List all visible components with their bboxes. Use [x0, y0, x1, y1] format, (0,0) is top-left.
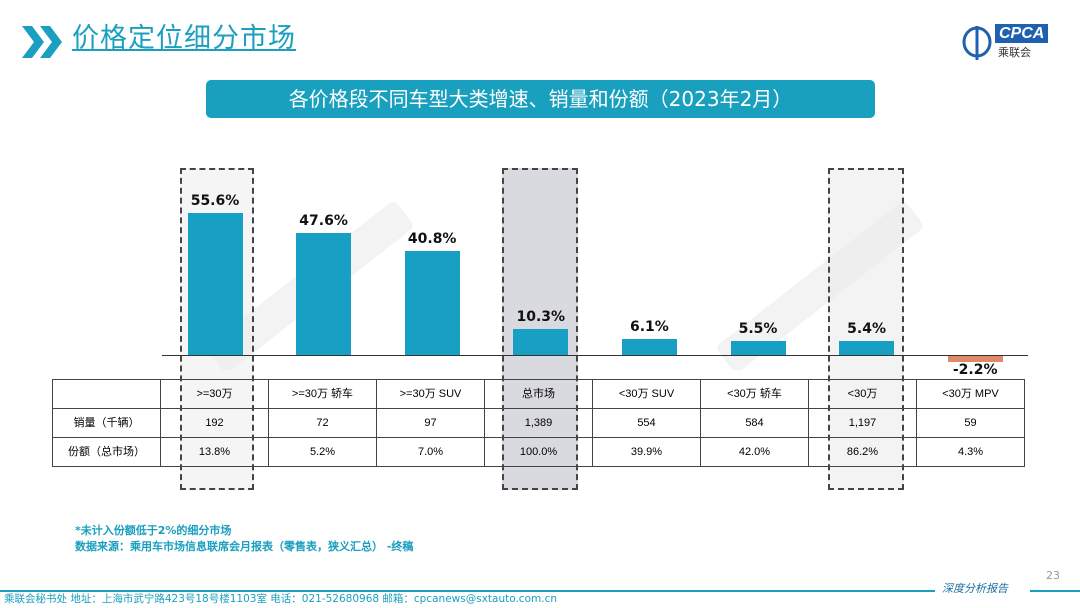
bar — [730, 340, 786, 355]
footer-address: 乘联会秘书处 地址：上海市武宁路423号18号楼1103室 电话：021-526… — [4, 593, 558, 605]
bar — [187, 212, 243, 355]
table-header: >=30万 — [160, 379, 269, 409]
table-cell: 59 — [916, 408, 1025, 438]
table-header: >=30万 SUV — [376, 379, 485, 409]
table-header: <30万 SUV — [592, 379, 701, 409]
bar — [404, 250, 460, 355]
data-table: >=30万 >=30万 轿车 >=30万 SUV 总市场 <30万 SUV <3… — [52, 379, 1025, 467]
data-source: 数据来源：乘用车市场信息联席会月报表（零售表，狭义汇总） -终稿 — [75, 540, 414, 553]
table-row: 销量（千辆） 192 72 97 1,389 554 584 1,197 59 — [52, 408, 1025, 438]
table-cell: 584 — [700, 408, 809, 438]
table-header: <30万 轿车 — [700, 379, 809, 409]
table-cell: 13.8% — [160, 437, 269, 467]
row-label: 销量（千辆） — [52, 408, 161, 438]
chart-banner-title: 各价格段不同车型大类增速、销量和份额（2023年2月） — [206, 80, 875, 118]
table-cell: 1,389 — [484, 408, 593, 438]
footer-divider — [0, 590, 935, 592]
table-cell: 1,197 — [808, 408, 917, 438]
table-cell: 192 — [160, 408, 269, 438]
logo-emblem-icon — [962, 26, 992, 60]
table-header: 总市场 — [484, 379, 593, 409]
table-cell: 86.2% — [808, 437, 917, 467]
data-label: -2.2% — [952, 362, 998, 378]
table-cell: 97 — [376, 408, 485, 438]
table-row: 份额（总市场） 13.8% 5.2% 7.0% 100.0% 39.9% 42.… — [52, 437, 1025, 467]
table-cell: 554 — [592, 408, 701, 438]
zero-axis — [162, 355, 1028, 356]
table-header: <30万 MPV — [916, 379, 1025, 409]
data-label: 10.3% — [516, 308, 566, 325]
bar — [296, 233, 352, 355]
page-title: 价格定位细分市场 — [72, 23, 296, 54]
footer-tagline: 深度分析报告 — [942, 582, 1008, 595]
bar — [513, 328, 569, 355]
chevron-icon — [22, 26, 62, 58]
cpca-logo: CPCA 乘联会 — [960, 22, 1060, 62]
footnote: *未计入份额低于2%的细分市场 — [75, 524, 232, 537]
data-label: 5.5% — [738, 320, 778, 337]
table-cell: 5.2% — [268, 437, 377, 467]
table-header-row: >=30万 >=30万 轿车 >=30万 SUV 总市场 <30万 SUV <3… — [52, 379, 1025, 409]
watermark — [717, 202, 923, 370]
page-number: 23 — [1046, 569, 1060, 582]
table-header: <30万 — [808, 379, 917, 409]
table-cell: 72 — [268, 408, 377, 438]
table-cell: 100.0% — [484, 437, 593, 467]
data-label: 5.4% — [847, 321, 886, 338]
data-label: 55.6% — [190, 192, 240, 209]
footer-divider — [1030, 590, 1080, 592]
row-label: 份额（总市场） — [52, 437, 161, 467]
table-cell: 4.3% — [916, 437, 1025, 467]
table-cell: 42.0% — [700, 437, 809, 467]
data-label: 40.8% — [407, 230, 457, 247]
data-label: 6.1% — [629, 319, 669, 336]
bar — [839, 341, 895, 355]
table-cell: 7.0% — [376, 437, 485, 467]
table-header: >=30万 轿车 — [268, 379, 377, 409]
data-label: 47.6% — [299, 213, 348, 230]
table-cell: 39.9% — [592, 437, 701, 467]
bar — [947, 356, 1003, 362]
bar — [621, 339, 677, 355]
